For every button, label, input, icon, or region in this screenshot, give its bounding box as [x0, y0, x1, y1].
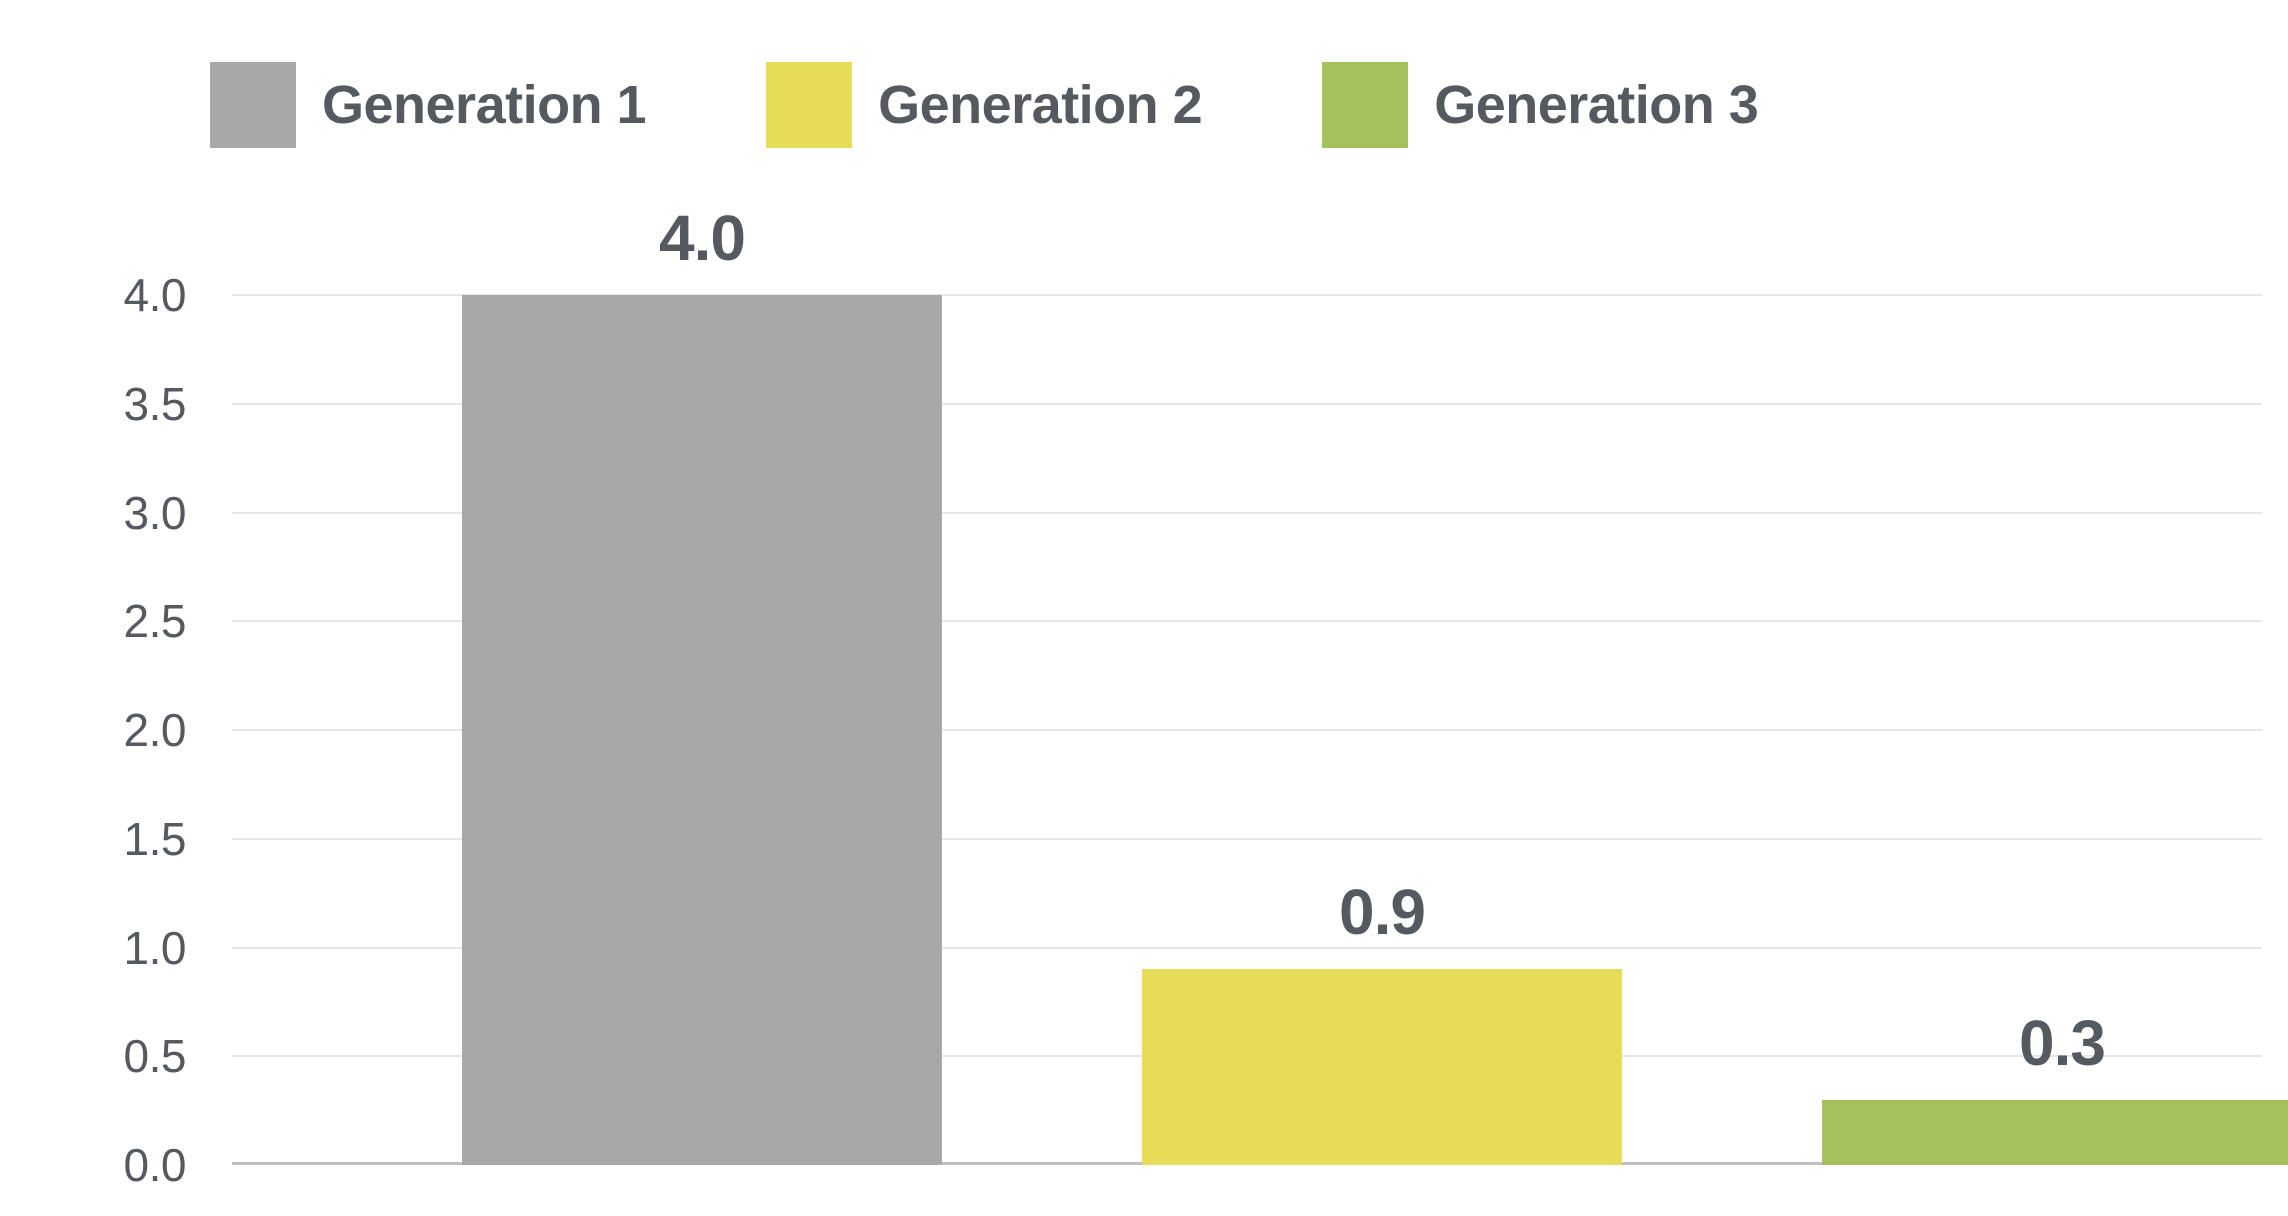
y-tick-label: 1.5	[26, 812, 186, 866]
y-tick-label: 2.0	[26, 703, 186, 757]
generation-bar-chart: Generation 1 Generation 2 Generation 3 0…	[0, 0, 2288, 1216]
legend-item-gen1: Generation 1	[210, 62, 646, 148]
y-tick-label: 3.0	[26, 486, 186, 540]
legend-label-gen3: Generation 3	[1434, 74, 1758, 136]
y-tick-label: 0.5	[26, 1029, 186, 1083]
bar-value-label-3: 0.3	[1822, 1006, 2288, 1080]
plot-area: 0.00.51.01.52.02.53.03.54.04.00.90.3	[232, 295, 2262, 1165]
legend-item-gen2: Generation 2	[766, 62, 1202, 148]
bar-3	[1822, 1100, 2288, 1165]
legend-label-gen2: Generation 2	[878, 74, 1202, 136]
legend: Generation 1 Generation 2 Generation 3	[210, 62, 1758, 148]
legend-swatch-gen2	[766, 62, 852, 148]
bar-1	[462, 295, 942, 1165]
y-tick-label: 1.0	[26, 921, 186, 975]
legend-swatch-gen3	[1322, 62, 1408, 148]
y-tick-label: 0.0	[26, 1138, 186, 1192]
bar-value-label-2: 0.9	[1142, 875, 1622, 949]
legend-item-gen3: Generation 3	[1322, 62, 1758, 148]
y-tick-label: 2.5	[26, 594, 186, 648]
legend-label-gen1: Generation 1	[322, 74, 646, 136]
legend-swatch-gen1	[210, 62, 296, 148]
y-tick-label: 3.5	[26, 377, 186, 431]
bar-value-label-1: 4.0	[462, 201, 942, 275]
y-tick-label: 4.0	[26, 268, 186, 322]
bar-2	[1142, 969, 1622, 1165]
